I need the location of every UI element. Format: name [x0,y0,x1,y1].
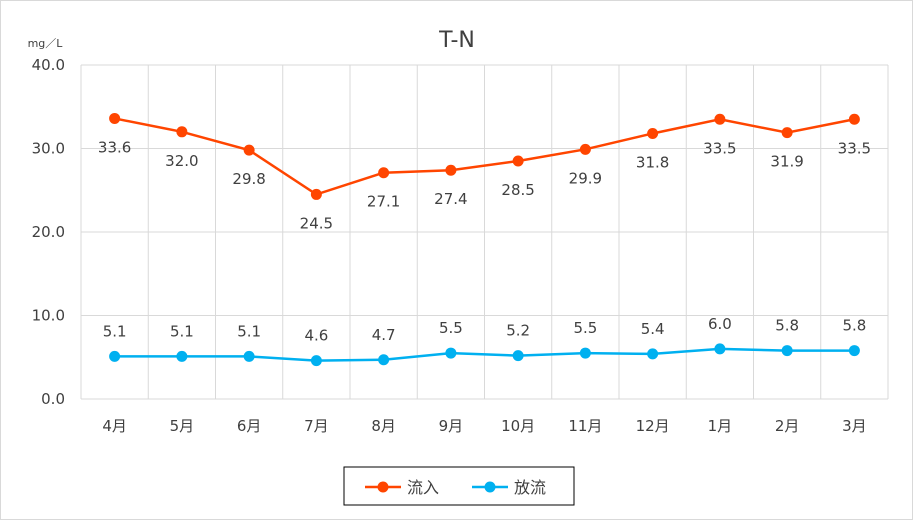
data-point [579,143,591,155]
series-line-2 [114,347,855,362]
y-tick-label: 20.0 [32,223,65,241]
y-tick-label: 30.0 [32,140,65,158]
data-point [176,126,188,138]
x-tick-label: 2月 [775,417,800,435]
data-label: 4.6 [304,327,328,345]
data-point [512,155,524,167]
data-label: 5.8 [775,317,799,335]
data-label: 5.5 [439,319,463,337]
y-tick-label: 10.0 [32,307,65,325]
data-label: 33.6 [98,138,131,156]
data-label: 5.2 [506,322,530,340]
y-unit-label: mg／L [28,37,64,50]
data-point [647,127,659,139]
data-label: 5.1 [170,322,194,340]
series-group [109,112,860,367]
legend-marker [377,481,389,493]
data-label: 33.5 [838,139,871,157]
data-point [848,113,860,125]
x-tick-label: 3月 [842,417,867,435]
data-label: 5.4 [641,320,665,338]
data-point [445,347,457,359]
data-label: 29.8 [232,170,265,188]
data-point [378,167,390,179]
data-point [512,350,524,362]
data-point [378,354,390,366]
series-line-1 [114,117,855,196]
data-label: 5.8 [842,317,866,335]
x-tick-label: 10月 [501,417,535,435]
data-label: 27.1 [367,193,400,211]
x-tick-label: 6月 [237,417,262,435]
data-point [781,127,793,139]
data-label: 6.0 [708,315,732,333]
data-label: 32.0 [165,152,198,170]
legend-marker [484,481,496,493]
data-label: 5.1 [103,322,127,340]
gridlines [80,64,889,400]
data-point [109,350,121,362]
data-point [714,343,726,355]
data-point [714,113,726,125]
data-label: 33.5 [703,139,736,157]
data-label: 24.5 [300,214,333,232]
data-label: 5.1 [237,322,261,340]
data-label: 31.8 [636,153,669,171]
data-label: 4.7 [372,326,396,344]
x-tick-label: 9月 [439,417,464,435]
data-point [579,347,591,359]
x-tick-label: 11月 [568,417,602,435]
data-label: 31.9 [770,153,803,171]
data-point [109,112,121,124]
data-label: 29.9 [569,169,602,187]
data-point [445,164,457,176]
data-label: 5.5 [573,319,597,337]
x-tick-label: 5月 [170,417,195,435]
data-point [781,345,793,357]
x-tick-label: 1月 [708,417,733,435]
chart-title: T-N [438,28,475,53]
data-point [310,188,322,200]
data-point [848,345,860,357]
y-axis-ticks: 0.0 10.0 20.0 30.0 40.0 [32,56,65,408]
x-tick-label: 4月 [102,417,127,435]
data-label: 28.5 [501,181,534,199]
data-point [647,348,659,360]
data-label: 27.4 [434,190,467,208]
x-tick-label: 12月 [636,417,670,435]
y-tick-label: 0.0 [41,390,65,408]
legend-label: 放流 [514,478,546,497]
y-tick-label: 40.0 [32,56,65,74]
legend-label: 流入 [407,478,439,497]
data-point [176,350,188,362]
data-point [243,144,255,156]
data-point [310,355,322,367]
x-axis-ticks: 4月 5月 6月 7月 8月 9月 10月 11月 12月 1月 2月 3月 [102,417,866,435]
x-tick-label: 8月 [371,417,396,435]
data-point [243,350,255,362]
data-labels: 33.6 32.0 29.8 24.5 27.1 27.4 28.5 29.9 31.8 33.5… [98,138,871,344]
x-tick-label: 7月 [304,417,329,435]
legend: 流入 放流 [343,466,575,506]
